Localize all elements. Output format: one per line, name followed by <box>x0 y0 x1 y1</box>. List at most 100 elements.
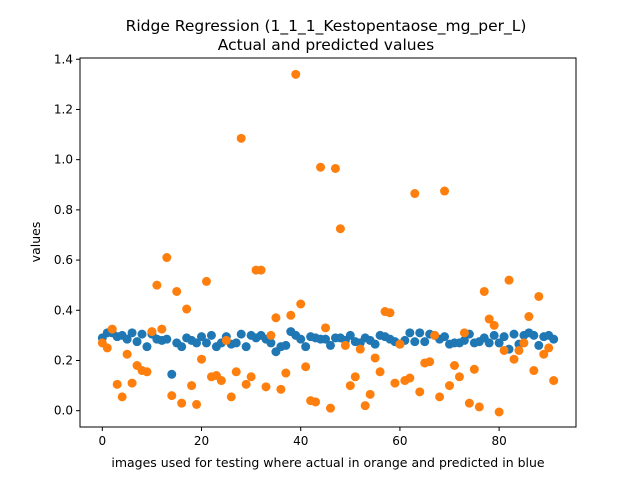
actual-point <box>405 373 415 383</box>
actual-point <box>345 381 355 391</box>
actual-point <box>469 364 479 374</box>
actual-point <box>509 354 519 364</box>
actual-point <box>484 314 494 324</box>
actual-point <box>201 276 211 286</box>
actual-point <box>152 280 162 290</box>
actual-point <box>177 398 187 408</box>
actual-point <box>286 310 296 320</box>
predicted-point <box>296 334 306 344</box>
actual-point <box>504 275 514 285</box>
actual-point <box>355 344 365 354</box>
actual-point <box>301 362 311 372</box>
actual-point <box>162 253 172 263</box>
actual-point <box>142 367 152 377</box>
actual-point <box>291 69 301 79</box>
actual-point <box>514 345 524 355</box>
actual-point <box>479 286 489 296</box>
actual-point <box>534 291 544 301</box>
actual-point <box>459 328 469 338</box>
actual-point <box>147 327 157 337</box>
y-tick-label: 0.4 <box>54 303 73 317</box>
predicted-point <box>534 340 544 350</box>
x-tick-label: 80 <box>491 434 506 448</box>
actual-point <box>375 367 385 377</box>
predicted-point <box>509 329 519 339</box>
actual-point <box>122 349 132 359</box>
predicted-point <box>266 338 276 348</box>
actual-point <box>474 402 484 412</box>
actual-point <box>549 376 559 386</box>
actual-point <box>524 312 534 322</box>
actual-point <box>221 335 231 345</box>
predicted-point <box>415 328 425 338</box>
actual-point <box>187 381 197 391</box>
actual-point <box>256 265 266 275</box>
predicted-point <box>410 337 420 347</box>
chart-title: Ridge Regression (1_1_1_Kestopentaose_mg… <box>126 17 527 36</box>
actual-point <box>494 407 504 417</box>
predicted-point <box>192 338 202 348</box>
actual-point <box>231 367 241 377</box>
predicted-point <box>132 337 142 347</box>
actual-point <box>216 376 226 386</box>
actual-point <box>385 308 395 318</box>
predicted-point <box>484 338 494 348</box>
actual-point <box>157 324 167 334</box>
actual-point <box>330 163 340 173</box>
y-tick-label: 0.6 <box>54 253 73 267</box>
predicted-point <box>177 342 187 352</box>
actual-point <box>499 345 509 355</box>
actual-point <box>167 391 177 401</box>
predicted-point <box>370 339 380 349</box>
x-axis: 0 20 40 60 80 <box>98 427 507 448</box>
actual-point <box>544 343 554 353</box>
actual-point <box>276 384 286 394</box>
actual-point <box>281 368 291 378</box>
actual-point <box>390 378 400 388</box>
x-tick-label: 40 <box>293 434 308 448</box>
chart-subtitle: Actual and predicted values <box>218 36 434 54</box>
plot-frame <box>79 57 577 428</box>
y-axis: 0.0 0.2 0.4 0.6 0.8 1.0 1.2 1.4 <box>54 52 80 418</box>
predicted-point <box>325 340 335 350</box>
actual-point <box>117 392 127 402</box>
actual-point <box>529 366 539 376</box>
actual-point <box>197 354 207 364</box>
actual-point <box>395 339 405 349</box>
data-points <box>97 69 559 417</box>
actual-point <box>370 353 380 363</box>
actual-point <box>271 313 281 323</box>
actual-point <box>172 286 182 296</box>
predicted-point <box>321 334 331 344</box>
y-tick-label: 0.2 <box>54 353 73 367</box>
actual-point <box>311 397 321 407</box>
actual-point <box>226 392 236 402</box>
actual-point <box>519 338 529 348</box>
predicted-point <box>231 338 241 348</box>
actual-point <box>127 378 137 388</box>
predicted-point <box>529 330 539 340</box>
actual-point <box>454 372 464 382</box>
actual-point <box>539 349 549 359</box>
actual-point <box>415 387 425 397</box>
predicted-point <box>281 340 291 350</box>
actual-point <box>246 372 256 382</box>
actual-point <box>449 361 459 370</box>
y-tick-label: 0.8 <box>54 203 73 217</box>
actual-point <box>236 133 246 143</box>
x-axis-label: images used for testing where actual in … <box>111 455 545 470</box>
actual-point <box>365 389 375 399</box>
predicted-point <box>162 334 172 344</box>
actual-point <box>410 189 420 199</box>
predicted-point <box>459 335 469 345</box>
actual-point <box>102 343 112 353</box>
predicted-point <box>122 334 132 344</box>
predicted-point <box>420 337 430 347</box>
predicted-point <box>137 329 147 339</box>
predicted-point <box>405 328 415 338</box>
actual-point <box>440 186 450 196</box>
actual-point <box>430 330 440 340</box>
predicted-point <box>236 329 246 339</box>
actual-point <box>182 304 192 314</box>
actual-point <box>107 324 117 334</box>
